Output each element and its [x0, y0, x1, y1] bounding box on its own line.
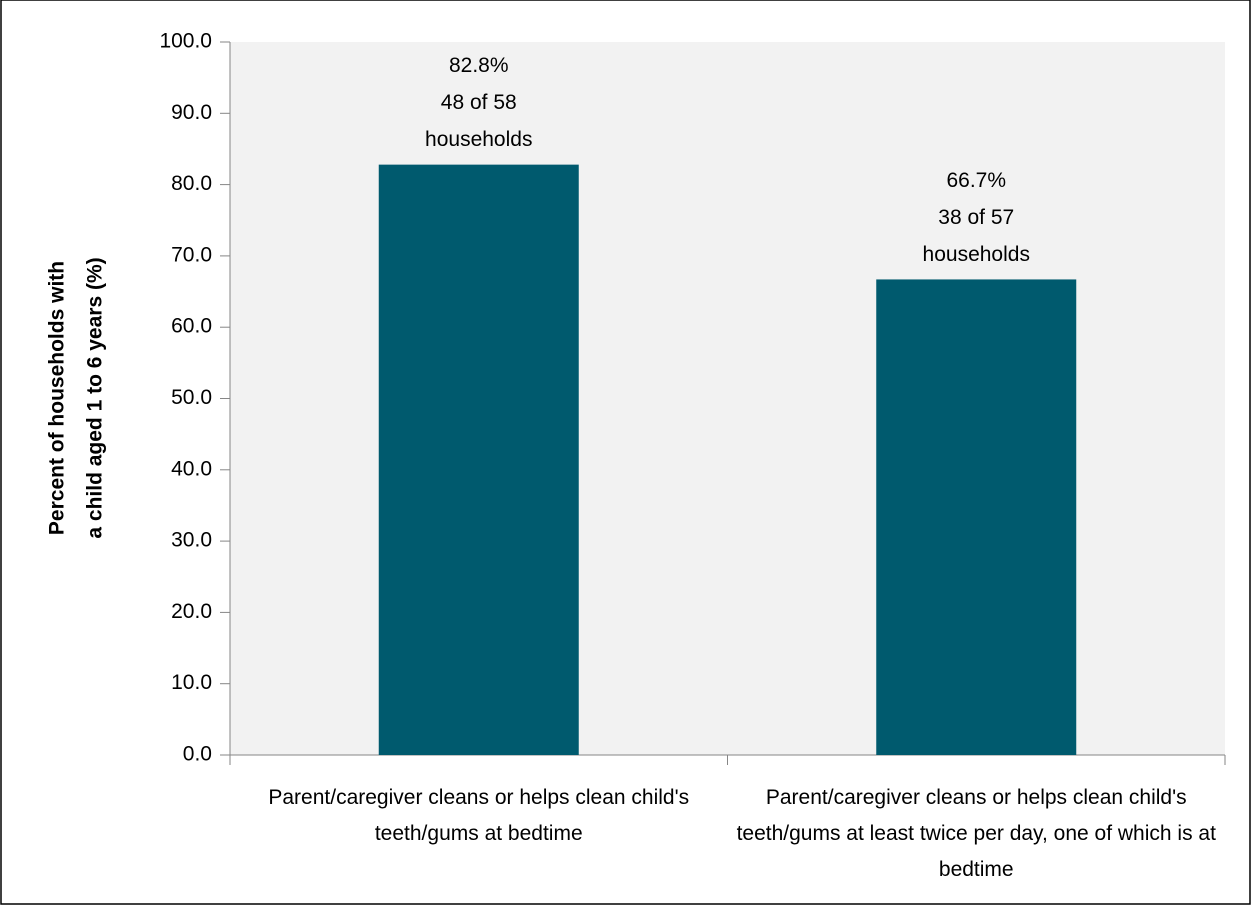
y-tick-label: 70.0	[171, 243, 212, 266]
y-tick-label: 30.0	[171, 529, 212, 552]
y-axis-label: Percent of households with	[46, 261, 69, 535]
data-label-count: households	[425, 128, 532, 151]
data-label: 66.7%	[946, 169, 1006, 192]
bar	[378, 164, 579, 756]
y-tick-label: 50.0	[171, 386, 212, 409]
y-tick-label: 90.0	[171, 101, 212, 124]
data-label-count: 38 of 57	[938, 206, 1014, 229]
data-label: 82.8%	[449, 54, 509, 77]
y-axis-label: a child aged 1 to 6 years (%)	[84, 257, 107, 538]
y-tick-label: 20.0	[171, 600, 212, 623]
y-tick-label: 10.0	[171, 671, 212, 694]
y-tick-label: 100.0	[159, 30, 212, 53]
x-tick-label: Parent/caregiver cleans or helps clean c…	[268, 786, 690, 845]
bar	[876, 279, 1077, 755]
y-tick-label: 80.0	[171, 172, 212, 195]
y-tick-label: 60.0	[171, 315, 212, 338]
x-tick-label: Parent/caregiver cleans or helps clean c…	[736, 786, 1216, 881]
y-tick-label: 0.0	[183, 743, 212, 766]
data-label-count: households	[923, 243, 1030, 266]
y-label-group: Percent of households with a child aged …	[46, 257, 107, 538]
y-tick-label: 40.0	[171, 457, 212, 480]
data-label-count: 48 of 58	[441, 91, 517, 114]
